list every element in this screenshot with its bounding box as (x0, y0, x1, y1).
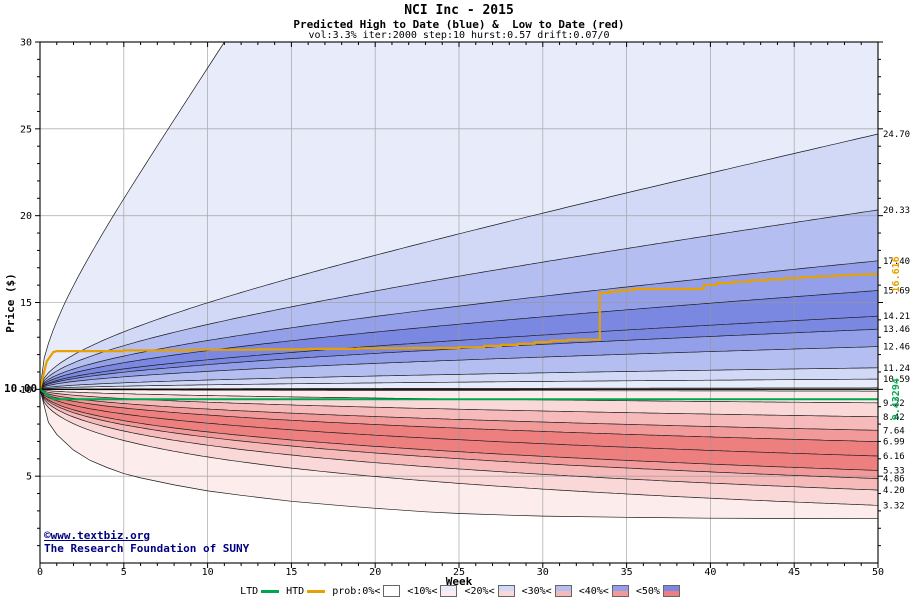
price-label: 12.46 (883, 343, 910, 353)
chart-subtitle: Predicted High to Date (blue) & Low to D… (293, 18, 625, 31)
legend-line-swatch (307, 589, 326, 593)
legend-label: prob:0%< (332, 585, 381, 597)
low-band (40, 389, 878, 519)
svg-text:20: 20 (369, 567, 381, 578)
price-label: 6.16 (883, 452, 905, 462)
svg-text:0: 0 (37, 567, 43, 578)
legend-label: <20%< (464, 585, 495, 597)
svg-text:15: 15 (20, 298, 32, 309)
price-label: 11.24 (883, 364, 910, 374)
legend-box-swatch (497, 585, 515, 597)
legend-item-htd: HTD (286, 585, 326, 597)
legend-box-swatch (611, 585, 629, 597)
price-label: 9.22 (883, 399, 905, 409)
legend-box-swatch (440, 585, 458, 597)
svg-text:10: 10 (202, 567, 214, 578)
ltd-end-label: 9.43294 (891, 378, 902, 420)
legend-line-swatch (261, 589, 280, 593)
start-price-label: 10.00 (4, 382, 38, 395)
chart-params-line: vol:3.3% iter:2000 step:10 hurst:0.57 dr… (308, 30, 610, 41)
svg-text:15: 15 (285, 567, 297, 578)
price-label: 3.32 (883, 501, 905, 511)
price-label: 6.99 (883, 438, 905, 448)
htd-end-label: 16.616 (891, 256, 902, 292)
price-label: 14.21 (883, 312, 910, 322)
svg-text:30: 30 (20, 38, 32, 49)
low-band (40, 389, 878, 471)
svg-text:5: 5 (121, 567, 127, 578)
high-band (40, 316, 878, 390)
svg-text:25: 25 (20, 124, 32, 135)
textbiz-link[interactable]: ©www.textbiz.org (44, 529, 150, 542)
price-label: 10.59 (883, 375, 910, 385)
legend-label: <30%< (521, 585, 552, 597)
percentile-curves (40, 42, 878, 520)
svg-text:25: 25 (453, 567, 465, 578)
price-label: 8.42 (883, 413, 905, 423)
svg-text:45: 45 (788, 567, 800, 578)
htd-line (40, 273, 878, 390)
svg-text:50: 50 (872, 567, 884, 578)
price-label: 15.69 (883, 287, 910, 297)
svg-text:5: 5 (26, 472, 32, 483)
legend-box-swatch (662, 585, 680, 597)
legend: LTD HTD prob:0%< <10%< <20%< <30%< <40%< <50% (0, 585, 920, 597)
legend-box-swatch (554, 585, 572, 597)
price-label: 4.86 (883, 475, 905, 485)
svg-text:20: 20 (20, 211, 32, 222)
svg-text:10: 10 (20, 385, 32, 396)
legend-item-50: <50% (636, 585, 680, 597)
price-label: 20.33 (883, 206, 910, 216)
y-axis-label: Price ($) (4, 273, 17, 333)
legend-label: HTD (286, 585, 305, 597)
series-lines (40, 273, 878, 401)
x-axis-label: Week (446, 575, 473, 588)
svg-text:40: 40 (704, 567, 716, 578)
legend-label: <10%< (407, 585, 438, 597)
price-label: 17.40 (883, 257, 910, 267)
legend-label: LTD (240, 585, 259, 597)
legend-label: <50% (635, 585, 660, 597)
price-label: 5.33 (883, 466, 905, 476)
price-label: 7.64 (883, 426, 905, 436)
legend-item-30: <30%< (522, 585, 572, 597)
right-price-labels: 24.70 20.33 17.40 15.69 14.21 13.46 12.46 11.24… (883, 130, 910, 511)
price-label: 24.70 (883, 130, 910, 140)
price-label: 4.20 (883, 486, 905, 496)
legend-item-prob-0: prob:0%< (332, 585, 401, 597)
ltd-line (40, 388, 878, 401)
axis-tick-labels: 0 5 10 15 20 25 30 35 40 45 50 5 10 15 20 25 30 (20, 38, 884, 579)
suny-credit: The Research Foundation of SUNY (44, 542, 250, 555)
svg-text:35: 35 (621, 567, 633, 578)
legend-label: <40%< (578, 585, 609, 597)
legend-item-40: <40%< (579, 585, 629, 597)
low-band (40, 389, 878, 456)
low-band (40, 389, 878, 442)
legend-box-swatch (383, 585, 401, 597)
price-label: 13.46 (883, 325, 910, 335)
svg-text:30: 30 (537, 567, 549, 578)
footer-credits: ©www.textbiz.org The Research Foundation… (44, 529, 249, 555)
chart-title: NCI Inc - 2015 (404, 3, 514, 18)
axis-ticks (35, 41, 883, 568)
legend-item-10: <10%< (407, 585, 458, 597)
legend-item-20: <20%< (464, 585, 515, 597)
high-band (40, 260, 878, 390)
legend-item-ltd: LTD (240, 585, 280, 597)
